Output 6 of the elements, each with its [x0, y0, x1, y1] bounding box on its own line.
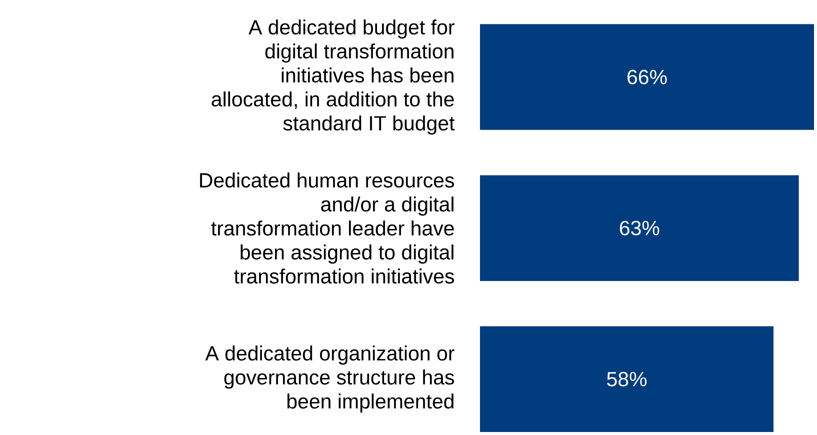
data-label: 63% — [620, 220, 660, 236]
y-tick-label: A dedicated organization or governance structure has been implemented — [205, 346, 454, 413]
y-tick-label: A dedicated budget for digital transformation initiatives has been allocated, in addition to the standard IT budget — [212, 19, 455, 135]
data-label: 66% — [628, 70, 667, 84]
y-tick-label: Dedicated human resources and/or a digital transformation leader have been assigned to digital transformation initiatives — [200, 172, 454, 284]
data-label: 58% — [607, 372, 647, 386]
